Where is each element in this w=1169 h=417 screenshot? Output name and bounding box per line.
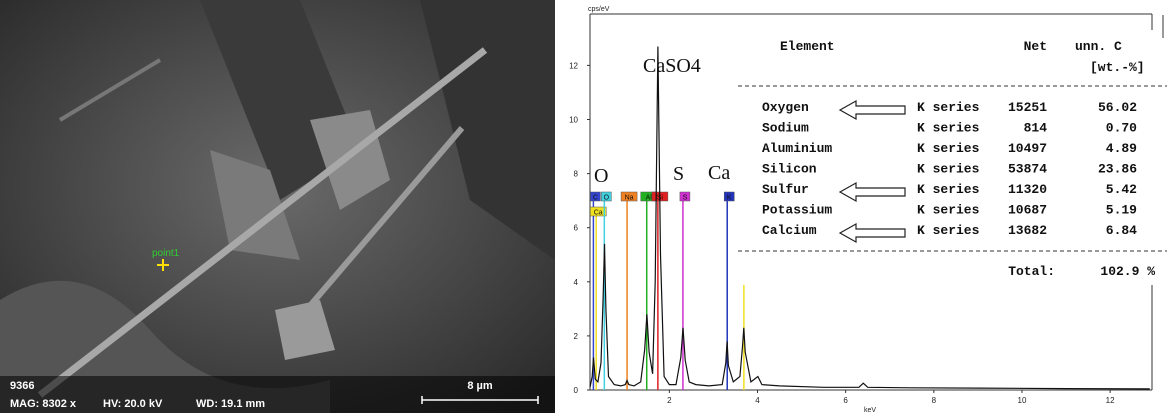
annotation: S xyxy=(673,163,684,185)
working-distance: WD: 19.1 mm xyxy=(196,398,265,410)
element-label: Ca xyxy=(594,210,603,217)
element-label: K xyxy=(727,195,732,202)
image-id: 9366 xyxy=(10,380,34,392)
series: K series xyxy=(917,100,980,115)
y-tick-label: 2 xyxy=(574,332,579,341)
element-label: Al xyxy=(646,195,653,202)
results-table: Element Net unn. C [wt.-%] Total: 102.9 … xyxy=(735,15,1167,285)
annotation: Ca xyxy=(708,162,730,184)
y-axis-label: cps/eV xyxy=(588,6,610,13)
net-counts: 53874 xyxy=(1008,162,1047,177)
y-tick-label: 0 xyxy=(574,386,579,395)
y-tick-label: 4 xyxy=(574,278,579,287)
micrograph: point1 9366 MAG: 8302 x HV: 20.0 kV WD: … xyxy=(0,0,555,413)
y-tick-label: 6 xyxy=(574,224,579,233)
table-header: unn. C xyxy=(1075,39,1122,54)
series: K series xyxy=(917,121,980,136)
table-header: Element xyxy=(780,39,835,54)
weight-percent: 0.70 xyxy=(1106,121,1137,136)
net-counts: 814 xyxy=(1024,121,1048,136)
series: K series xyxy=(917,223,980,238)
element-label: C xyxy=(593,195,598,202)
weight-percent: 23.86 xyxy=(1098,162,1137,177)
annotation: CaSO4 xyxy=(643,55,701,77)
series: K series xyxy=(917,203,980,218)
element-name: Sodium xyxy=(762,121,809,136)
series: K series xyxy=(917,162,980,177)
annotation: O xyxy=(594,165,608,187)
element-name: Silicon xyxy=(762,162,817,177)
x-tick-label: 10 xyxy=(1018,396,1027,405)
element-label: S xyxy=(683,195,688,202)
table-header: [wt.-%] xyxy=(1090,60,1145,75)
x-tick-label: 12 xyxy=(1106,396,1115,405)
element-name: Oxygen xyxy=(762,100,809,115)
element-name: Calcium xyxy=(762,223,817,238)
weight-percent: 5.42 xyxy=(1106,182,1137,197)
element-name: Sulfur xyxy=(762,182,809,197)
element-name: Potassium xyxy=(762,203,832,218)
x-tick-label: 8 xyxy=(932,396,937,405)
spot-label: point1 xyxy=(152,248,180,259)
y-tick-label: 10 xyxy=(569,115,578,124)
voltage: HV: 20.0 kV xyxy=(103,398,163,410)
net-counts: 11320 xyxy=(1008,182,1047,197)
x-axis-label: keV xyxy=(864,407,876,414)
y-tick-label: 8 xyxy=(574,170,579,179)
magnification: MAG: 8302 x xyxy=(10,398,77,410)
weight-percent: 56.02 xyxy=(1098,100,1137,115)
net-counts: 10497 xyxy=(1008,141,1047,156)
total-value: 102.9 % xyxy=(1100,264,1155,279)
element-name: Aluminium xyxy=(762,141,832,156)
net-counts: 13682 xyxy=(1008,223,1047,238)
x-tick-label: 6 xyxy=(843,396,848,405)
figure: point1 9366 MAG: 8302 x HV: 20.0 kV WD: … xyxy=(0,0,1169,417)
net-counts: 10687 xyxy=(1008,203,1047,218)
table-header: Net xyxy=(1024,39,1047,54)
total-label: Total: xyxy=(1008,264,1055,279)
series: K series xyxy=(917,141,980,156)
element-label: O xyxy=(604,195,610,202)
x-tick-label: 2 xyxy=(667,396,672,405)
weight-percent: 6.84 xyxy=(1106,223,1137,238)
y-tick-label: 12 xyxy=(569,61,578,70)
x-tick-label: 4 xyxy=(755,396,760,405)
weight-percent: 5.19 xyxy=(1106,203,1137,218)
page: point1 9366 MAG: 8302 x HV: 20.0 kV WD: … xyxy=(0,0,1169,417)
element-label: Na xyxy=(625,195,634,202)
net-counts: 15251 xyxy=(1008,100,1047,115)
series: K series xyxy=(917,182,980,197)
scale-label: 8 µm xyxy=(467,380,493,392)
weight-percent: 4.89 xyxy=(1106,141,1137,156)
